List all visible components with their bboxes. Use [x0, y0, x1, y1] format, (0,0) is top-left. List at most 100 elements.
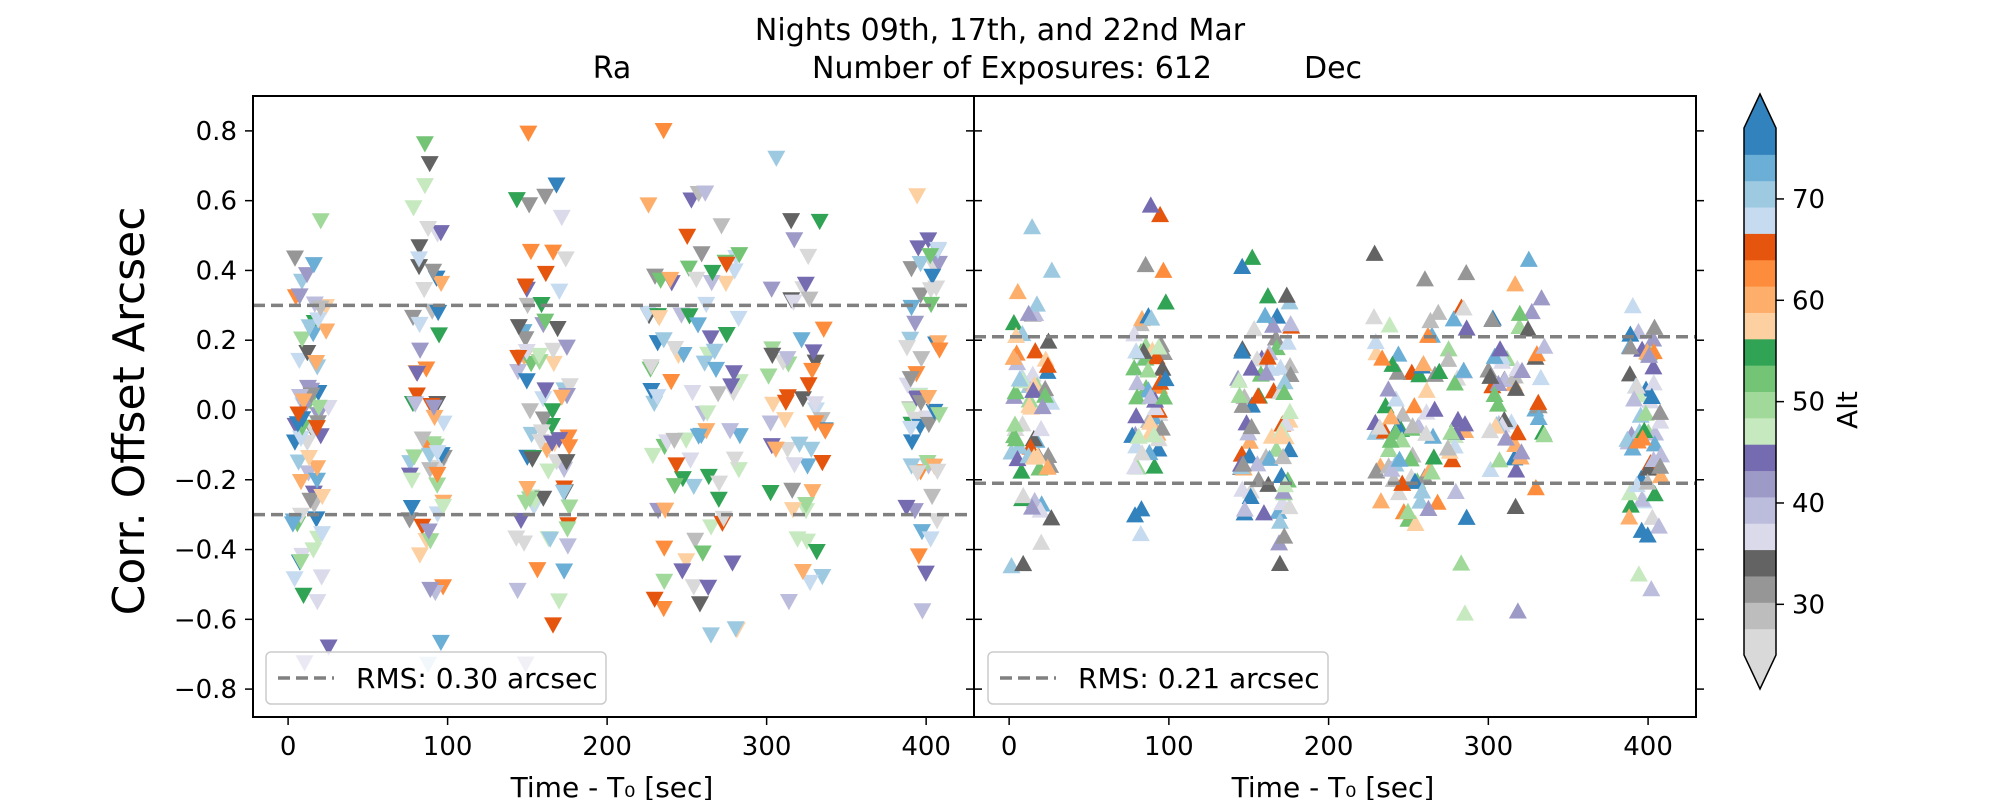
dec-point [1233, 480, 1252, 497]
ra-point [710, 475, 729, 492]
dec-point [1023, 498, 1042, 515]
dec-point [1154, 261, 1173, 278]
ra-point [550, 283, 569, 300]
ra-point [294, 587, 313, 604]
dec-point [1392, 431, 1411, 448]
dec-point [1254, 504, 1273, 521]
dec-point [1269, 502, 1288, 519]
figure-title-line1: Nights 09th, 17th, and 22nd Mar [755, 13, 1246, 48]
ra-point [699, 579, 718, 596]
ra-point [806, 354, 825, 371]
ra-point [921, 531, 940, 548]
dec-point [1256, 306, 1275, 323]
ra-point [799, 377, 818, 394]
ra-point [763, 347, 782, 365]
ra-point [723, 555, 742, 572]
dec-point [1278, 333, 1297, 350]
ra-point [424, 399, 443, 416]
ra-point [285, 571, 304, 588]
y-tick-label: −0.6 [174, 605, 237, 635]
ra-point [766, 441, 785, 458]
ra-point [534, 411, 553, 428]
ra-point [284, 513, 303, 530]
colorbar-tick-label: 60 [1792, 286, 1825, 316]
ra-point [901, 331, 920, 348]
dec-point [1410, 366, 1429, 383]
ra-point [547, 177, 566, 194]
dec-point [1038, 356, 1057, 373]
ra-point [410, 316, 429, 334]
ra-point [906, 315, 925, 332]
dec-x-tick-label: 400 [1623, 732, 1673, 762]
y-tick-label: 0.6 [196, 187, 237, 217]
dec-point [1417, 381, 1436, 398]
dec-point [1644, 330, 1663, 347]
dec-point [1430, 362, 1449, 380]
ra-legend-label: RMS: 0.30 arcsec [356, 662, 598, 695]
ra-point [902, 261, 921, 278]
dec-point [1535, 425, 1554, 443]
colorbar-tick-label: 30 [1792, 590, 1825, 620]
dec-point [1131, 524, 1150, 542]
dec-point [1141, 413, 1160, 430]
ra-point [919, 389, 938, 407]
colorbar-segment [1744, 575, 1776, 603]
dec-point [1027, 295, 1046, 312]
ra-point [304, 542, 323, 559]
colorbar-extend-bottom [1744, 655, 1776, 689]
dec-point [1233, 396, 1252, 413]
dec-point [1129, 427, 1148, 444]
ra-point [285, 250, 304, 267]
ra-point [300, 319, 319, 336]
ra-point [792, 332, 811, 349]
dec-point [1005, 415, 1024, 432]
colorbar-segment [1744, 523, 1776, 551]
ra-point [428, 477, 447, 494]
ra-point [415, 136, 434, 153]
ra-point [556, 251, 575, 268]
ra-point [516, 278, 535, 295]
colorbar-segment [1744, 391, 1776, 419]
ra-point [922, 296, 941, 314]
ra-point [301, 492, 320, 509]
dec-point [1519, 250, 1538, 267]
colorbar-segment [1744, 365, 1776, 392]
ra-point [901, 420, 920, 438]
dec-point [1496, 429, 1515, 446]
ra-point [806, 396, 825, 413]
ra-point [703, 264, 722, 282]
y-tick-label: 0.0 [196, 396, 237, 426]
dec-x-axis-label: Time - T₀ [sec] [1231, 771, 1435, 800]
ra-point [721, 423, 740, 440]
dec-point [1026, 342, 1045, 359]
dec-scatter-panel: 0 100 200 300 400 [966, 95, 1704, 762]
ra-point [778, 351, 797, 368]
ra-point [309, 399, 328, 417]
ra-point [294, 393, 313, 410]
y-axis-label: Corr. Offset Arcsec [104, 207, 155, 616]
dec-point [1376, 397, 1395, 414]
ra-point [432, 275, 451, 293]
dec-point [1643, 508, 1662, 525]
ra-point [308, 594, 327, 611]
dec-point [1485, 385, 1504, 402]
dec-point [1381, 431, 1400, 448]
ra-point [405, 449, 424, 466]
dec-point [1032, 533, 1051, 550]
dec-point [1127, 342, 1146, 359]
ra-point [434, 415, 453, 432]
ra-point [512, 512, 531, 530]
ra-point [404, 200, 423, 217]
ra-point [552, 209, 571, 227]
ra-point [897, 340, 916, 357]
dec-point [1424, 448, 1443, 465]
ra-point [654, 332, 673, 349]
ra-point [557, 339, 576, 356]
dec-point [1642, 580, 1661, 597]
ra-point [309, 312, 328, 329]
colorbar-label: Alt [1831, 391, 1864, 429]
dec-point [1012, 462, 1031, 479]
dec-point [1382, 408, 1401, 425]
dec-point [1373, 349, 1392, 366]
dec-axes-frame [973, 95, 1697, 718]
